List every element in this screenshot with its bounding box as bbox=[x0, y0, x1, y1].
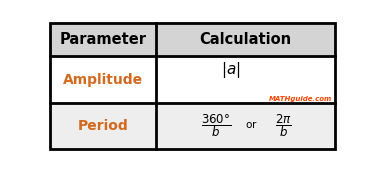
Bar bbox=[50, 56, 334, 103]
Text: $\mathrm{or}$: $\mathrm{or}$ bbox=[244, 119, 257, 130]
Text: Calculation: Calculation bbox=[199, 32, 291, 47]
Text: Parameter: Parameter bbox=[59, 32, 146, 47]
Text: $\dfrac{2\pi}{b}$: $\dfrac{2\pi}{b}$ bbox=[274, 112, 291, 139]
Bar bbox=[50, 103, 334, 149]
Text: Amplitude: Amplitude bbox=[63, 73, 143, 87]
Text: Period: Period bbox=[78, 119, 128, 133]
Bar bbox=[50, 23, 334, 56]
Text: $\dfrac{360°}{b}$: $\dfrac{360°}{b}$ bbox=[201, 112, 231, 139]
Text: $|a|$: $|a|$ bbox=[221, 60, 240, 80]
Text: MATHguide.com: MATHguide.com bbox=[268, 96, 332, 101]
